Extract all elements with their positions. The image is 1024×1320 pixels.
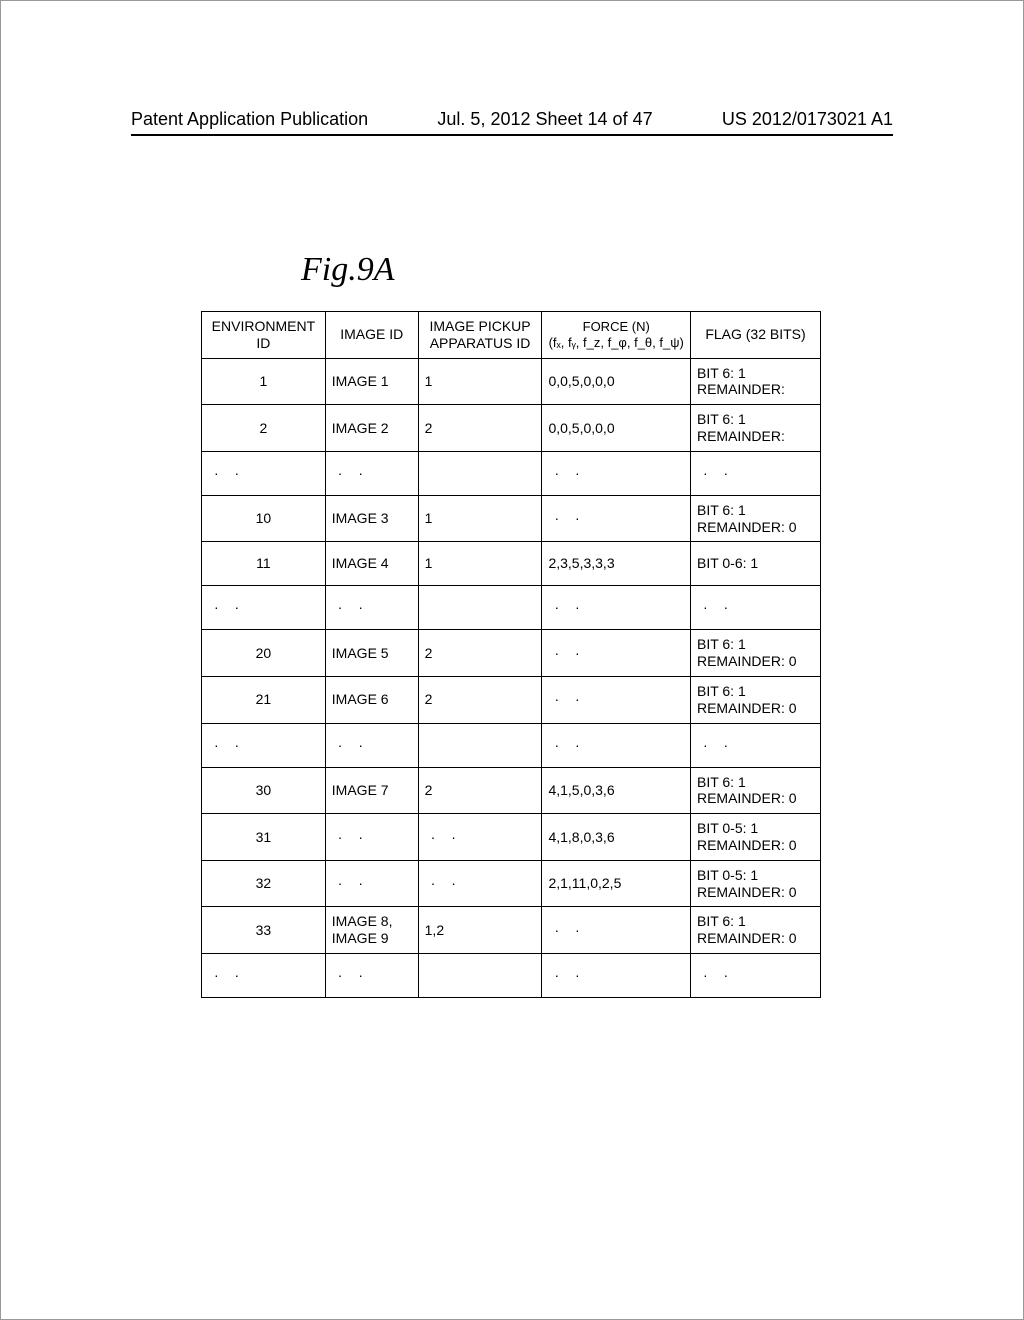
table-row: 11IMAGE 412,3,5,3,3,3BIT 0-6: 1	[202, 542, 821, 586]
table-header-row: ENVIRONMENTID IMAGE ID IMAGE PICKUPAPPAR…	[202, 312, 821, 359]
cell-flag: BIT 0-5: 1REMAINDER: 0	[690, 814, 820, 861]
cell-environment-id: 30	[202, 767, 326, 814]
cell-environment-id: 31	[202, 814, 326, 861]
cell-apparatus-id: 1	[418, 495, 542, 542]
cell-environment-id: 10	[202, 495, 326, 542]
data-table-wrap: ENVIRONMENTID IMAGE ID IMAGE PICKUPAPPAR…	[201, 311, 821, 998]
cell-environment-id: · ·	[202, 953, 326, 997]
cell-apparatus-id: 2	[418, 767, 542, 814]
cell-environment-id: · ·	[202, 451, 326, 495]
cell-image-id: · ·	[325, 953, 418, 997]
cell-force: · ·	[542, 723, 691, 767]
cell-apparatus-id: 2	[418, 405, 542, 452]
cell-flag: · ·	[690, 586, 820, 630]
cell-image-id: IMAGE 4	[325, 542, 418, 586]
cell-force: · ·	[542, 630, 691, 677]
table-row: 32· ·· ·2,1,11,0,2,5BIT 0-5: 1REMAINDER:…	[202, 860, 821, 907]
cell-flag: BIT 6: 1REMAINDER: 0	[690, 676, 820, 723]
col-apparatus-id: IMAGE PICKUPAPPARATUS ID	[418, 312, 542, 359]
cell-apparatus-id: · ·	[418, 860, 542, 907]
table-row: · ·· ·· ·· ·	[202, 723, 821, 767]
cell-force: 0,0,5,0,0,0	[542, 358, 691, 405]
cell-image-id: IMAGE 3	[325, 495, 418, 542]
col-environment-id: ENVIRONMENTID	[202, 312, 326, 359]
cell-image-id: IMAGE 1	[325, 358, 418, 405]
cell-force: · ·	[542, 451, 691, 495]
cell-flag: BIT 6: 1REMAINDER:	[690, 405, 820, 452]
cell-image-id: IMAGE 7	[325, 767, 418, 814]
cell-flag: BIT 0-5: 1REMAINDER: 0	[690, 860, 820, 907]
table-row: 21IMAGE 62· ·BIT 6: 1REMAINDER: 0	[202, 676, 821, 723]
cell-environment-id: · ·	[202, 723, 326, 767]
cell-environment-id: 33	[202, 907, 326, 954]
table-row: 1IMAGE 110,0,5,0,0,0BIT 6: 1REMAINDER:	[202, 358, 821, 405]
data-table: ENVIRONMENTID IMAGE ID IMAGE PICKUPAPPAR…	[201, 311, 821, 998]
cell-force: 4,1,5,0,3,6	[542, 767, 691, 814]
cell-flag: BIT 6: 1REMAINDER: 0	[690, 767, 820, 814]
cell-apparatus-id: 1	[418, 542, 542, 586]
cell-apparatus-id: 1	[418, 358, 542, 405]
cell-flag: BIT 6: 1REMAINDER: 0	[690, 495, 820, 542]
cell-apparatus-id: 2	[418, 676, 542, 723]
cell-force: · ·	[542, 676, 691, 723]
cell-image-id: IMAGE 5	[325, 630, 418, 677]
col-image-id: IMAGE ID	[325, 312, 418, 359]
cell-force: · ·	[542, 495, 691, 542]
cell-image-id: IMAGE 6	[325, 676, 418, 723]
table-row: 10IMAGE 31· ·BIT 6: 1REMAINDER: 0	[202, 495, 821, 542]
table-row: 31· ·· ·4,1,8,0,3,6BIT 0-5: 1REMAINDER: …	[202, 814, 821, 861]
cell-apparatus-id	[418, 586, 542, 630]
cell-force: 2,1,11,0,2,5	[542, 860, 691, 907]
page-frame: Patent Application Publication Jul. 5, 2…	[0, 0, 1024, 1320]
cell-image-id: · ·	[325, 723, 418, 767]
cell-environment-id: 20	[202, 630, 326, 677]
table-row: · ·· ·· ·· ·	[202, 586, 821, 630]
cell-flag: BIT 6: 1REMAINDER:	[690, 358, 820, 405]
table-row: 33IMAGE 8,IMAGE 91,2· ·BIT 6: 1REMAINDER…	[202, 907, 821, 954]
cell-force: 2,3,5,3,3,3	[542, 542, 691, 586]
page-header: Patent Application Publication Jul. 5, 2…	[131, 109, 893, 136]
cell-image-id: · ·	[325, 451, 418, 495]
cell-force: 4,1,8,0,3,6	[542, 814, 691, 861]
figure-label: Fig.9A	[301, 251, 394, 289]
cell-image-id: · ·	[325, 860, 418, 907]
table-row: 20IMAGE 52· ·BIT 6: 1REMAINDER: 0	[202, 630, 821, 677]
cell-flag: · ·	[690, 953, 820, 997]
header-right: US 2012/0173021 A1	[722, 109, 893, 130]
cell-flag: BIT 6: 1REMAINDER: 0	[690, 907, 820, 954]
cell-flag: BIT 6: 1REMAINDER: 0	[690, 630, 820, 677]
cell-apparatus-id	[418, 451, 542, 495]
table-row: · ·· ·· ·· ·	[202, 953, 821, 997]
table-row: 30IMAGE 724,1,5,0,3,6BIT 6: 1REMAINDER: …	[202, 767, 821, 814]
cell-environment-id: 21	[202, 676, 326, 723]
cell-flag: BIT 0-6: 1	[690, 542, 820, 586]
cell-image-id: · ·	[325, 586, 418, 630]
cell-force: · ·	[542, 953, 691, 997]
cell-apparatus-id	[418, 953, 542, 997]
header-middle: Jul. 5, 2012 Sheet 14 of 47	[437, 109, 652, 130]
cell-environment-id: 1	[202, 358, 326, 405]
cell-flag: · ·	[690, 723, 820, 767]
cell-environment-id: 32	[202, 860, 326, 907]
header-left: Patent Application Publication	[131, 109, 368, 130]
cell-apparatus-id: · ·	[418, 814, 542, 861]
table-body: 1IMAGE 110,0,5,0,0,0BIT 6: 1REMAINDER:2I…	[202, 358, 821, 997]
table-row: 2IMAGE 220,0,5,0,0,0BIT 6: 1REMAINDER:	[202, 405, 821, 452]
cell-force: 0,0,5,0,0,0	[542, 405, 691, 452]
cell-environment-id: 11	[202, 542, 326, 586]
cell-environment-id: · ·	[202, 586, 326, 630]
cell-apparatus-id: 2	[418, 630, 542, 677]
cell-image-id: · ·	[325, 814, 418, 861]
col-force: FORCE (N)(fₓ, fᵧ, f_z, f_φ, f_θ, f_ψ)	[542, 312, 691, 359]
cell-image-id: IMAGE 8,IMAGE 9	[325, 907, 418, 954]
cell-image-id: IMAGE 2	[325, 405, 418, 452]
cell-apparatus-id	[418, 723, 542, 767]
col-flag: FLAG (32 BITS)	[690, 312, 820, 359]
cell-flag: · ·	[690, 451, 820, 495]
cell-environment-id: 2	[202, 405, 326, 452]
cell-apparatus-id: 1,2	[418, 907, 542, 954]
cell-force: · ·	[542, 907, 691, 954]
table-row: · ·· ·· ·· ·	[202, 451, 821, 495]
cell-force: · ·	[542, 586, 691, 630]
